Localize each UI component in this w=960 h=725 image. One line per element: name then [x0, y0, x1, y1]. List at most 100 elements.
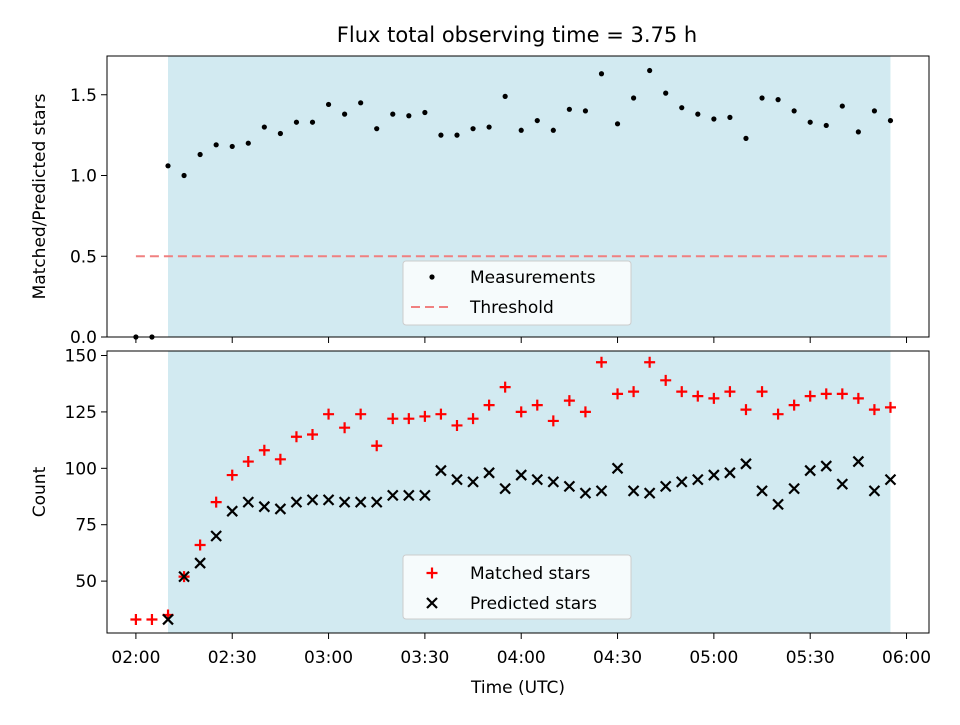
measurement-point: [502, 93, 508, 99]
predicted-star-point: [884, 473, 897, 486]
predicted-star-point: [740, 458, 752, 470]
predicted-star-point: [403, 489, 415, 502]
x-tick-label: 05:00: [689, 648, 738, 668]
measurement-point: [486, 124, 492, 130]
predicted-star-point: [451, 473, 463, 486]
matched-star-point: [242, 456, 254, 468]
measurement-point: [855, 129, 861, 135]
measurement-point: [438, 132, 444, 138]
predicted-star-point: [322, 494, 335, 506]
matched-star-point: [772, 408, 784, 420]
matched-star-point: [612, 388, 624, 400]
predicted-star-point: [868, 485, 881, 497]
predicted-star-point: [242, 496, 255, 508]
x-tick-label: 04:30: [593, 648, 642, 668]
measurement-point: [807, 119, 813, 125]
measurement-point: [887, 117, 894, 124]
y-tick-label: 75: [75, 516, 97, 536]
matched-star-point: [740, 404, 752, 416]
measurement-point: [165, 163, 171, 169]
predicted-star-point: [675, 476, 688, 488]
measurement-point: [871, 108, 878, 114]
y-axis-label: Count: [30, 466, 50, 517]
measurement-point: [679, 105, 685, 111]
predicted-star-point: [467, 476, 479, 488]
predicted-star-point: [547, 476, 560, 488]
matched-star-point: [676, 386, 688, 398]
predicted-star-point: [627, 485, 640, 497]
measurement-point: [582, 108, 589, 114]
matched-star-point: [836, 388, 848, 400]
matched-star-point: [403, 413, 415, 425]
x-tick-label: 02:00: [111, 648, 160, 668]
measurement-point: [325, 101, 332, 108]
predicted-star-point: [804, 464, 816, 477]
legend-box: [402, 554, 632, 620]
predicted-star-point: [579, 487, 592, 499]
matched-star-point: [467, 413, 479, 425]
matched-star-point: [628, 386, 640, 398]
matched-star-point: [515, 406, 527, 418]
predicted-star-point: [194, 557, 206, 569]
predicted-star-point: [370, 496, 383, 508]
x-tick-label: 04:00: [497, 648, 546, 668]
measurement-point: [309, 119, 316, 125]
matched-star-point: [563, 395, 575, 407]
legend-marker-measurements: [429, 274, 435, 280]
matched-star-point: [451, 419, 463, 431]
matched-star-point: [756, 386, 768, 398]
matched-star-point: [194, 539, 206, 551]
predicted-star-point: [611, 462, 624, 475]
measurement-point: [245, 140, 251, 146]
matched-star-point: [130, 613, 142, 625]
matched-star-point: [708, 392, 720, 404]
matched-star-point: [499, 381, 511, 393]
predicted-star-point: [178, 570, 190, 583]
matched-star-point: [579, 406, 591, 418]
measurement-point: [181, 172, 187, 179]
measurement-point: [743, 135, 749, 141]
matched-star-point: [419, 410, 431, 422]
x-tick-label: 05:30: [786, 648, 835, 668]
bottom-panel: 50 75 100 125 150 Count 02:00 02:30 03:00 03:30 04…: [30, 347, 931, 698]
legend-label: Threshold: [469, 298, 554, 318]
predicted-star-point: [258, 500, 271, 513]
predicted-star-point: [162, 613, 174, 626]
top-panel: 0.0 0.5 1.0 1.5 Matched/Predicted stars Measu…: [30, 55, 930, 348]
measurement-point: [759, 95, 765, 101]
matched-star-point: [339, 422, 351, 434]
matched-star-point: [852, 392, 864, 404]
predicted-star-point: [563, 480, 576, 493]
matched-star-point: [387, 413, 399, 425]
predicted-star-point: [659, 480, 672, 493]
predicted-star-point: [354, 496, 367, 508]
matched-star-point: [323, 408, 335, 420]
matched-star-point: [820, 388, 832, 400]
measurement-point: [390, 111, 396, 117]
matched-star-point: [290, 431, 302, 443]
matched-star-point: [483, 399, 495, 411]
measurement-point: [454, 132, 460, 138]
y-tick-label: 1.0: [70, 167, 97, 187]
measurement-point: [422, 109, 428, 116]
matched-star-point: [435, 408, 447, 420]
x-axis-label: Time (UTC): [470, 678, 565, 698]
matched-star-point: [692, 390, 704, 402]
predicted-star-point: [290, 496, 303, 508]
predicted-star-point: [306, 494, 319, 506]
measurement-point: [550, 127, 556, 133]
matched-star-point: [547, 415, 559, 427]
measurement-point: [775, 97, 781, 103]
predicted-star-point: [852, 455, 865, 468]
matched-star-point: [355, 408, 367, 420]
predicted-star-point: [226, 505, 239, 517]
y-tick-label: 125: [65, 403, 97, 423]
legend-marker-predicted: [426, 597, 438, 609]
chart-title: Flux total observing time = 3.75 h: [337, 23, 697, 47]
measurement-point: [630, 95, 637, 101]
measurement-point: [518, 127, 524, 133]
predicted-star-point: [820, 460, 833, 472]
matched-star-point: [226, 469, 238, 481]
